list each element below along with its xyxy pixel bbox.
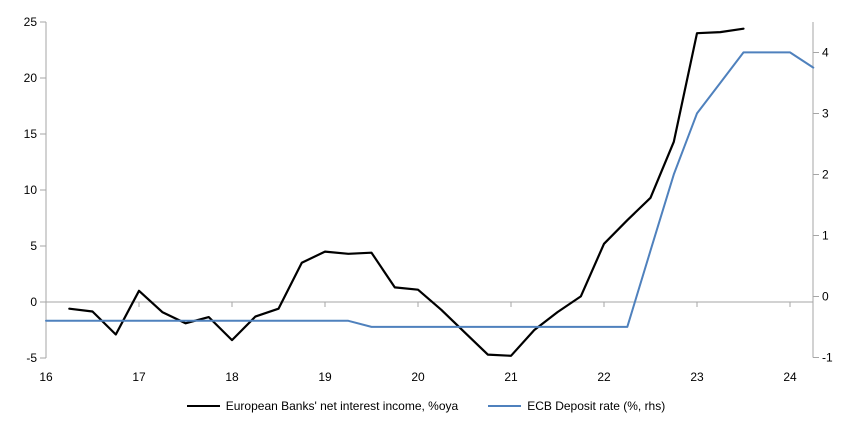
right-axis-tick-label: 0 (822, 289, 829, 303)
x-axis-tick-label: 21 (504, 370, 518, 384)
left-axis-tick-label: 20 (24, 71, 38, 85)
x-axis-tick-label: 20 (411, 370, 425, 384)
left-axis-tick-label: 5 (30, 239, 37, 253)
x-axis-tick-label: 23 (690, 370, 704, 384)
right-axis-tick-label: 1 (822, 228, 829, 242)
right-axis-tick-label: -1 (822, 350, 833, 364)
right-axis-tick-label: 2 (822, 167, 829, 181)
legend-label-nii: European Banks' net interest income, %oy… (225, 399, 459, 413)
nii-series-line (68, 27, 745, 357)
x-axis-tick-label: 22 (597, 370, 611, 384)
nii-line-sample-icon (186, 405, 220, 407)
legend-item-ecb: ECB Deposit rate (%, rhs) (488, 399, 665, 413)
right-axis-tick-label: 4 (822, 45, 829, 59)
left-axis-tick-label: 25 (24, 15, 38, 29)
legend-item-nii: European Banks' net interest income, %oy… (186, 399, 459, 413)
ecb-line-sample-icon (488, 405, 522, 407)
x-axis-tick-label: 18 (225, 370, 239, 384)
left-axis-tick-label: -5 (26, 351, 37, 365)
right-axis-tick-label: 3 (822, 106, 829, 120)
x-axis-tick-label: 24 (783, 370, 797, 384)
x-axis-tick-label: 16 (39, 370, 53, 384)
left-axis-tick-label: 15 (24, 127, 38, 141)
legend-label-ecb: ECB Deposit rate (%, rhs) (527, 399, 666, 413)
ecb-deposit-rate-line (45, 51, 815, 328)
chart-legend: European Banks' net interest income, %oy… (0, 399, 852, 413)
x-axis-tick-label: 19 (318, 370, 332, 384)
x-axis-tick-label: 17 (132, 370, 146, 384)
left-axis-tick-label: 10 (24, 183, 38, 197)
left-axis-tick-label: 0 (30, 295, 37, 309)
